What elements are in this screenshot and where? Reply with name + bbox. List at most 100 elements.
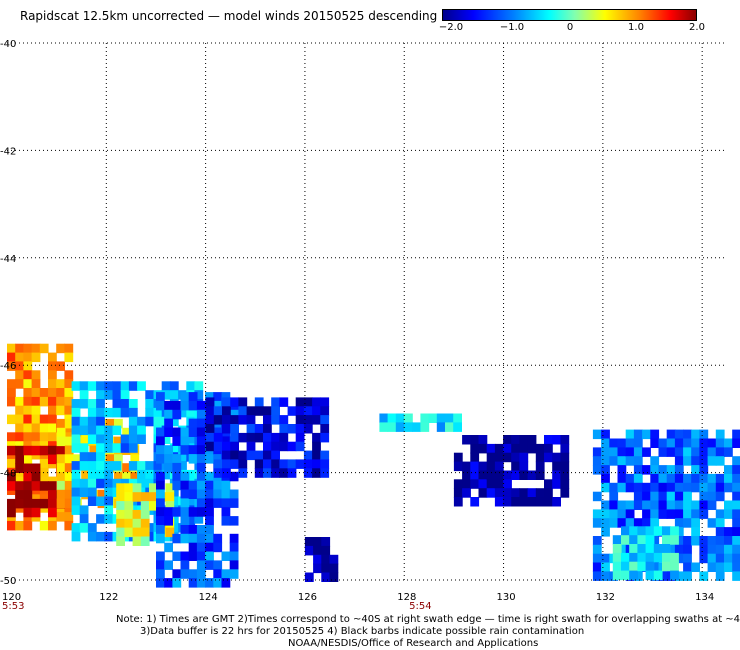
data-cell <box>56 472 66 482</box>
data-cell <box>172 462 182 473</box>
data-cell <box>172 436 182 446</box>
data-cell <box>637 544 647 554</box>
data-cell <box>230 459 239 469</box>
data-cell <box>205 560 214 570</box>
data-cell <box>601 500 610 510</box>
data-cell <box>222 397 231 407</box>
data-cell <box>196 471 206 482</box>
data-cell <box>221 507 231 517</box>
data-cell <box>683 456 692 466</box>
data-cell <box>666 438 676 448</box>
data-cell <box>674 509 684 519</box>
data-cell <box>715 429 725 440</box>
data-cell <box>229 569 239 579</box>
data-cell <box>230 450 239 461</box>
data-cell <box>15 423 24 433</box>
data-cell <box>486 488 496 498</box>
data-cell <box>428 413 438 423</box>
data-cell <box>379 413 389 423</box>
data-cell <box>645 561 655 572</box>
data-cell <box>732 518 740 528</box>
data-cell <box>64 436 74 447</box>
data-cell <box>196 489 206 499</box>
data-cell <box>645 570 655 581</box>
data-cell <box>87 469 97 480</box>
data-cell <box>732 456 740 466</box>
data-cell <box>486 470 496 480</box>
data-cell <box>699 447 709 457</box>
data-cell <box>188 507 198 517</box>
data-cell <box>699 544 709 555</box>
data-cell <box>271 397 280 407</box>
data-cell <box>650 500 660 510</box>
data-cell <box>691 438 700 448</box>
data-cell <box>271 406 280 416</box>
data-cell <box>188 445 198 455</box>
data-cell <box>81 436 90 447</box>
data-cell <box>303 397 313 407</box>
data-cell <box>312 406 321 416</box>
data-cell <box>87 416 97 427</box>
data-cell <box>670 561 679 572</box>
data-cell <box>263 424 272 434</box>
data-cell <box>238 406 248 416</box>
data-cell <box>321 563 331 574</box>
x-tick-label: 134 <box>695 592 714 603</box>
data-cell <box>715 438 725 448</box>
data-cell <box>56 463 66 473</box>
data-cell <box>666 429 676 440</box>
data-cell <box>112 399 122 409</box>
data-cell <box>196 498 206 508</box>
data-cell <box>312 432 321 443</box>
data-cell <box>23 379 33 389</box>
data-cell <box>295 441 305 452</box>
data-cell <box>23 370 33 380</box>
data-cell <box>637 561 647 572</box>
data-cell <box>279 459 289 469</box>
data-cell <box>238 397 248 407</box>
data-cell <box>213 569 223 579</box>
data-cell <box>104 487 114 498</box>
data-cell <box>633 456 643 466</box>
data-cell <box>653 570 663 581</box>
data-cell <box>164 427 173 437</box>
data-cell <box>699 536 709 546</box>
data-cell <box>137 425 146 436</box>
data-cell <box>683 544 692 555</box>
data-cell <box>519 470 529 480</box>
data-cell <box>462 461 471 472</box>
data-cell <box>116 527 125 538</box>
data-cell <box>279 397 289 407</box>
data-cell <box>674 438 684 448</box>
data-cell <box>699 571 709 581</box>
data-cell <box>140 518 150 529</box>
data-cell <box>222 450 231 461</box>
data-cell <box>23 405 33 416</box>
data-cell <box>229 560 239 570</box>
data-cell <box>48 423 57 433</box>
data-cell <box>732 544 740 555</box>
data-cell <box>544 452 553 463</box>
data-cell <box>196 525 206 535</box>
data-cell <box>404 413 413 423</box>
data-cell <box>153 416 163 427</box>
data-cell <box>48 370 57 380</box>
data-cell <box>691 509 700 519</box>
data-cell <box>172 427 182 437</box>
data-cell <box>263 415 272 425</box>
data-cell <box>23 396 33 407</box>
data-cell <box>128 425 138 436</box>
data-cell <box>205 415 215 425</box>
data-cell <box>137 461 146 471</box>
data-cell <box>320 450 330 461</box>
data-cell <box>637 526 647 536</box>
data-cell <box>15 445 24 456</box>
data-cell <box>124 483 134 493</box>
data-cell <box>633 571 643 581</box>
data-cell <box>116 509 125 520</box>
data-cell <box>287 406 297 416</box>
data-cell <box>221 578 231 588</box>
data-cell <box>23 343 33 354</box>
data-cell <box>56 379 65 389</box>
data-cell <box>279 432 289 443</box>
